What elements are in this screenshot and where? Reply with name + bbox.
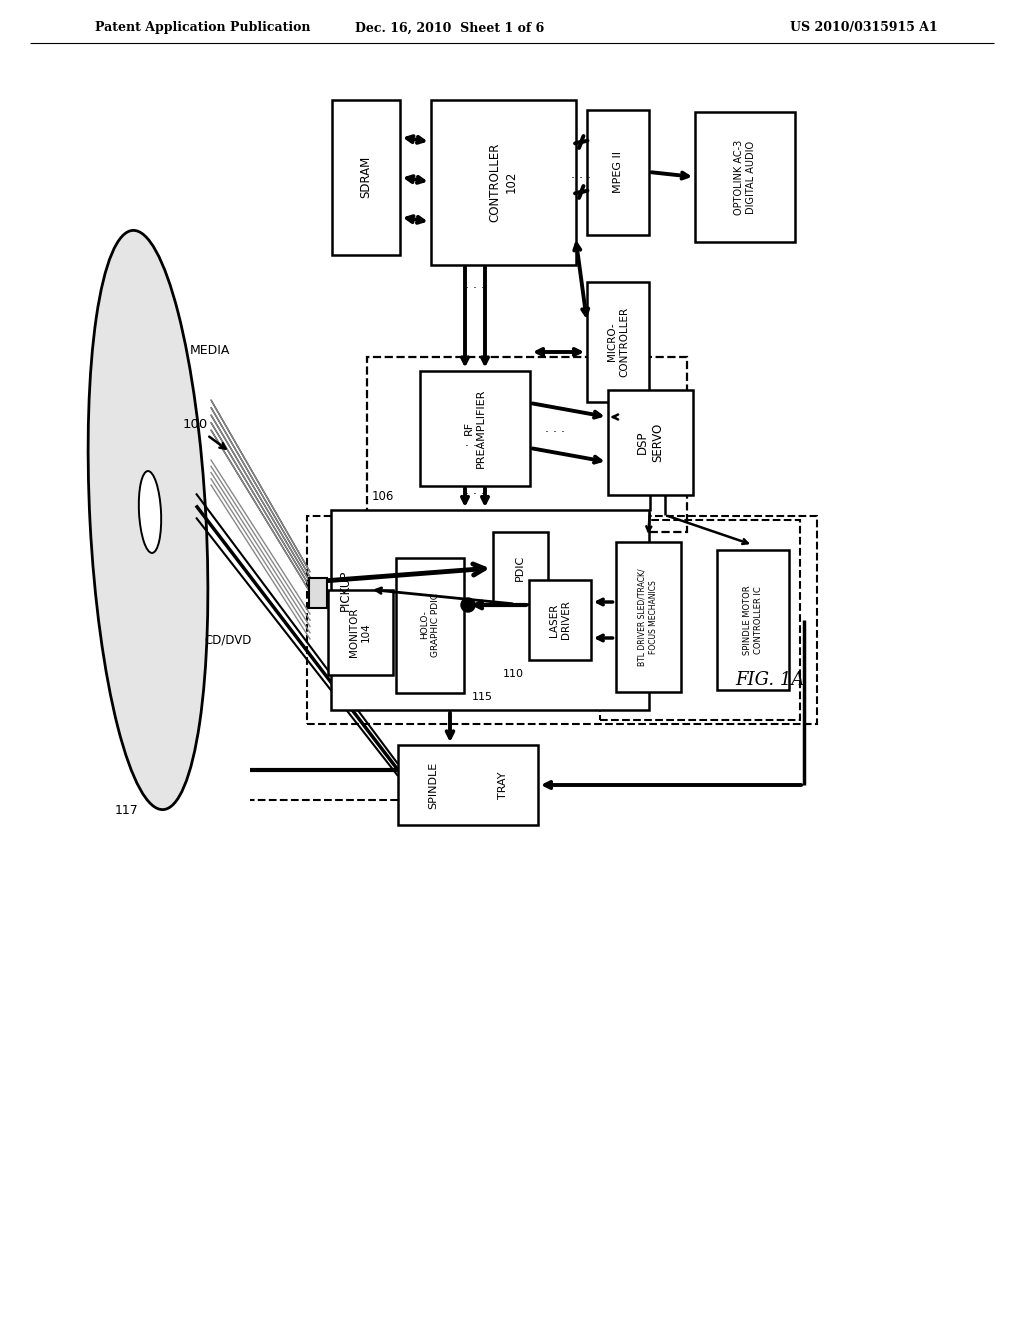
Text: HOLO-
GRAPHIC PDIC: HOLO- GRAPHIC PDIC <box>420 593 440 657</box>
Text: 110: 110 <box>503 669 524 678</box>
Text: TRAY: TRAY <box>498 771 508 799</box>
Text: FIG. 1A: FIG. 1A <box>735 671 805 689</box>
Text: . . .: . . . <box>545 421 565 434</box>
Bar <box>587 282 649 403</box>
Text: MICRO-
CONTROLLER: MICRO- CONTROLLER <box>607 308 629 378</box>
Text: 106: 106 <box>372 490 394 503</box>
Ellipse shape <box>88 231 208 809</box>
Text: MONITOR
104: MONITOR 104 <box>349 607 371 657</box>
Text: Dec. 16, 2010  Sheet 1 of 6: Dec. 16, 2010 Sheet 1 of 6 <box>355 21 545 34</box>
Text: 117: 117 <box>115 804 138 817</box>
Text: CONTROLLER
102: CONTROLLER 102 <box>488 143 517 222</box>
Bar <box>600 520 800 719</box>
Text: MEDIA: MEDIA <box>189 343 230 356</box>
Text: LASER
DRIVER: LASER DRIVER <box>549 601 571 639</box>
Text: 115: 115 <box>472 693 493 702</box>
Bar <box>695 112 795 242</box>
Bar <box>420 371 530 486</box>
Bar <box>331 510 649 710</box>
Bar <box>717 550 790 690</box>
Text: OPTOLINK AC-3
DIGITAL AUDIO: OPTOLINK AC-3 DIGITAL AUDIO <box>734 140 756 215</box>
Text: BTL DRIVER SLED/TRACK/
FOCUS MECHANICS: BTL DRIVER SLED/TRACK/ FOCUS MECHANICS <box>638 568 658 665</box>
Text: SDRAM: SDRAM <box>359 156 373 198</box>
Text: . . .: . . . <box>465 483 485 496</box>
Bar <box>493 532 548 605</box>
Text: RF
PREAMPLIFIER: RF PREAMPLIFIER <box>464 388 486 467</box>
Bar <box>328 590 392 675</box>
Text: CD/DVD: CD/DVD <box>205 634 252 647</box>
Text: SPINDLE MOTOR
CONTROLLER IC: SPINDLE MOTOR CONTROLLER IC <box>743 585 763 655</box>
Bar <box>332 99 400 255</box>
Bar <box>587 110 649 235</box>
Text: . . .: . . . <box>465 437 485 450</box>
Text: . . .: . . . <box>465 279 485 290</box>
Circle shape <box>461 598 475 612</box>
Bar <box>396 557 464 693</box>
Text: . . .: . . . <box>571 168 591 181</box>
Text: DSP
SERVO: DSP SERVO <box>636 422 665 462</box>
Bar <box>430 99 575 264</box>
Bar <box>307 516 817 723</box>
Bar <box>529 579 591 660</box>
Bar <box>615 543 681 692</box>
Ellipse shape <box>139 471 161 553</box>
Bar <box>367 356 687 532</box>
Bar <box>607 389 692 495</box>
Text: PDIC: PDIC <box>515 554 525 581</box>
Text: 100: 100 <box>182 418 208 432</box>
Text: PICKUP: PICKUP <box>339 569 351 611</box>
Bar <box>309 578 327 609</box>
Text: SPINDLE: SPINDLE <box>428 762 438 809</box>
Text: US 2010/0315915 A1: US 2010/0315915 A1 <box>790 21 938 34</box>
Text: Patent Application Publication: Patent Application Publication <box>95 21 310 34</box>
Bar <box>398 744 538 825</box>
Text: MPEG II: MPEG II <box>613 150 623 193</box>
